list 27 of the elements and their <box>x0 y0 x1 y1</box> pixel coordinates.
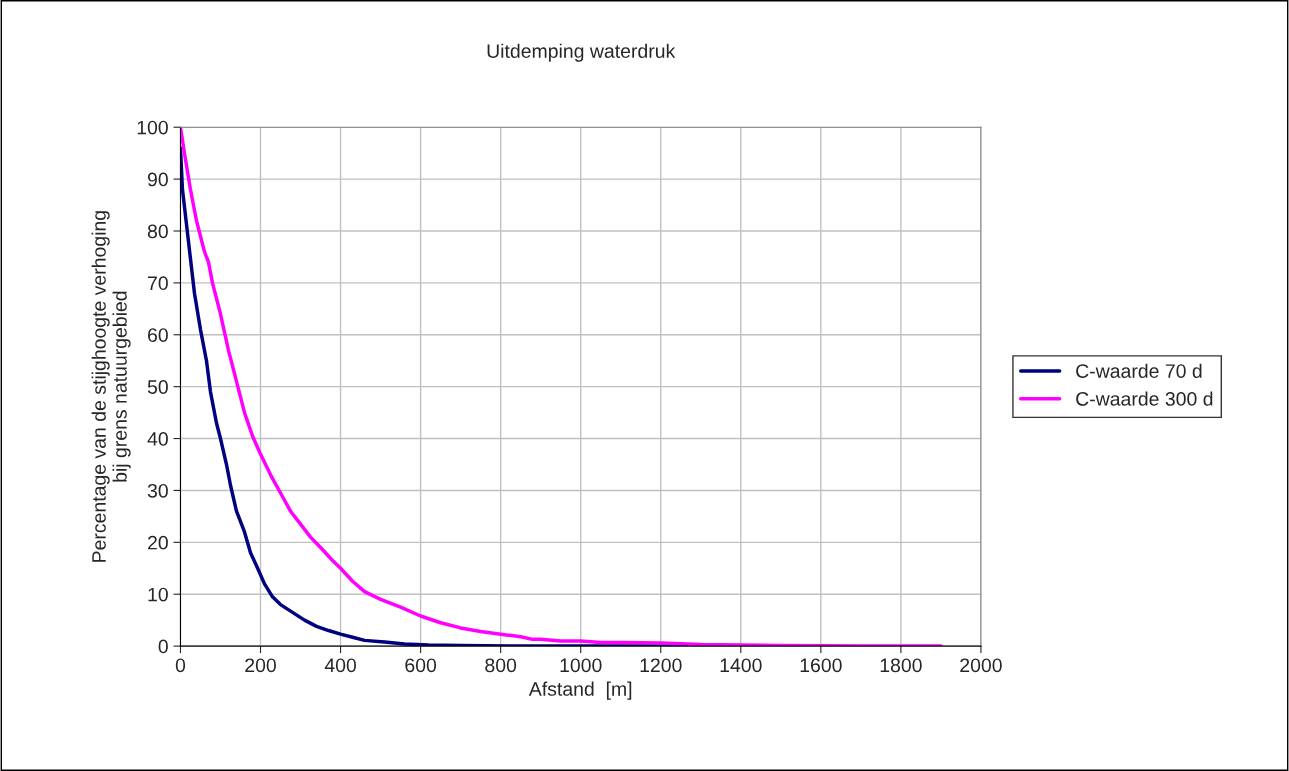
y-tick-label: 70 <box>148 276 168 291</box>
y-tick-label: 0 <box>158 639 168 654</box>
y-tick-label: 60 <box>148 328 168 343</box>
x-tick-label: 400 <box>324 658 357 673</box>
x-tick-label: 2000 <box>960 658 1002 673</box>
y-tick-label: 20 <box>148 535 168 550</box>
x-tick-label: 0 <box>175 658 186 673</box>
x-tick-label: 1800 <box>880 658 922 673</box>
y-tick-label: 100 <box>137 120 168 135</box>
y-axis-title: Percentage van de stijghoogte verhoging bij grens natuurgebied <box>91 211 131 562</box>
x-tick-label: 1400 <box>720 658 762 673</box>
chart-title: Uitdemping waterdruk <box>487 43 676 62</box>
x-axis-title: Afstand [m] <box>528 681 632 700</box>
x-tick-label: 600 <box>405 658 437 673</box>
x-tick-label: 1600 <box>800 658 842 673</box>
x-tick-label: 200 <box>245 658 276 673</box>
legend-label: C-waarde 300 d <box>1076 391 1213 406</box>
y-tick-label: 10 <box>148 587 168 602</box>
x-tick-label: 800 <box>485 658 517 673</box>
y-tick-label: 40 <box>147 432 168 446</box>
x-tick-label: 1000 <box>560 658 602 673</box>
x-tick-label: 1200 <box>640 658 682 673</box>
legend-label: C-waarde 70 d <box>1076 363 1202 378</box>
y-tick-label: 50 <box>147 380 168 394</box>
y-tick-label: 80 <box>147 224 168 239</box>
y-tick-label: 90 <box>147 172 168 187</box>
y-tick-label: 30 <box>147 483 168 498</box>
